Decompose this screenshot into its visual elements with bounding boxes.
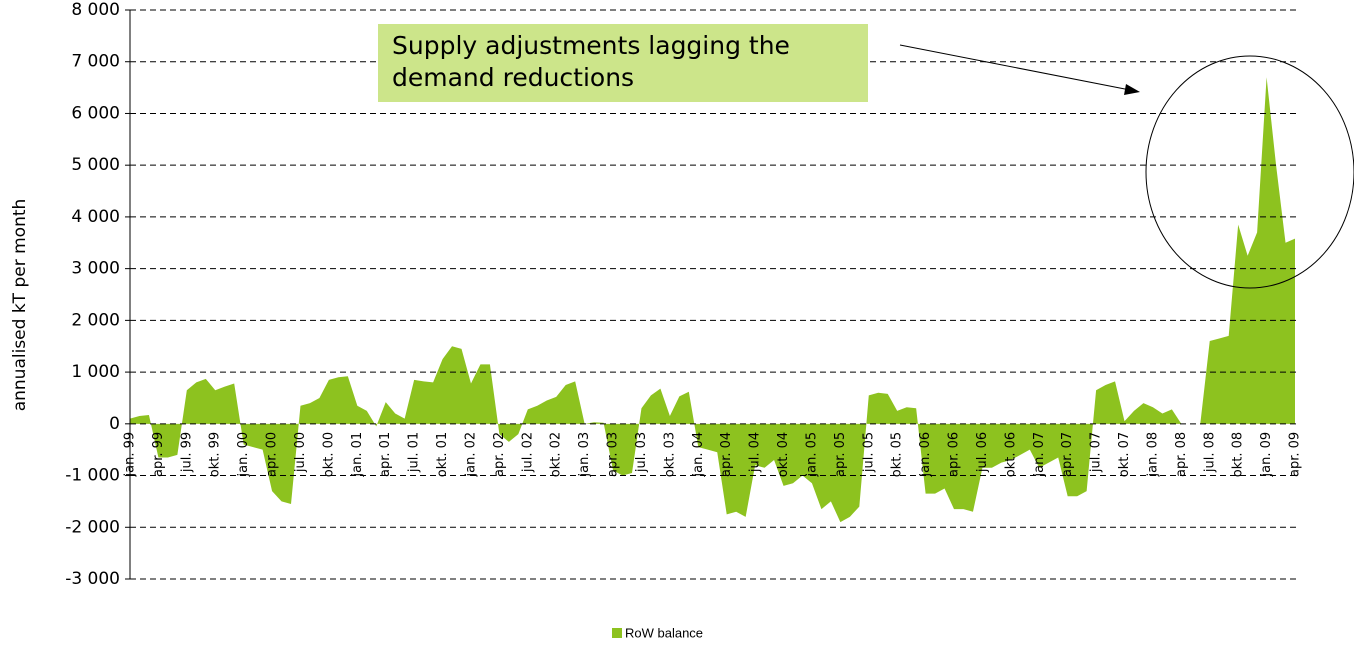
x-tick-label: jul. 02 [520,432,535,473]
x-tick-label: okt. 99 [208,432,223,477]
x-tick-label: apr. 00 [265,432,280,477]
x-tick-label: okt. 05 [890,432,905,477]
x-tick-label: jul. 00 [293,432,308,473]
x-tick-label: jan. 08 [1145,432,1160,478]
x-tick-label: okt. 06 [1003,432,1018,477]
arrow-line [899,44,1131,91]
y-tick-label: -1 000 [65,466,120,486]
x-tick-label: apr. 09 [1288,432,1303,477]
y-tick-label: 8 000 [71,0,120,20]
x-tick-label: jul. 01 [407,432,422,473]
x-tick-label: apr. 07 [1060,432,1075,477]
x-tick-label: apr. 99 [151,432,166,477]
x-tick-label: jul. 06 [975,432,990,473]
x-tick-label: apr. 04 [719,432,734,477]
x-tick-label: apr. 08 [1174,432,1189,477]
y-tick-label: 6 000 [71,103,120,123]
x-tick-label: okt. 00 [321,432,336,477]
y-tick-label: 2 000 [71,310,120,330]
y-tick-label: 3 000 [71,259,120,279]
x-tick-label: jul. 08 [1202,432,1217,473]
x-tick-label: jan. 01 [350,432,365,478]
x-tick-label: jul. 05 [861,432,876,473]
x-tick-label: okt. 07 [1117,432,1132,477]
highlight-ellipse [1145,55,1354,289]
arrow-head [1124,84,1140,95]
y-axis-title: annualised kT per month [10,199,30,412]
x-tick-label: jan. 09 [1259,432,1274,478]
y-tick-label: 1 000 [71,362,120,382]
x-tick-label: jan. 04 [691,432,706,478]
x-tick-label: okt. 03 [662,432,677,477]
annotation: Supply adjustments lagging the demand re… [378,24,868,102]
x-tick-label: apr. 05 [833,432,848,477]
legend-swatch [612,628,622,638]
x-tick-label: okt. 01 [435,432,450,477]
y-tick-label: 0 [109,414,120,434]
x-tick-label: jul. 04 [748,432,763,473]
y-tick-label: -3 000 [65,569,120,589]
x-tick-label: apr. 01 [378,432,393,477]
x-tick-label: jul. 03 [634,432,649,473]
x-tick-label: jul. 07 [1089,432,1104,473]
x-tick-label: jan. 05 [804,432,819,478]
x-tick-label: apr. 03 [606,432,621,477]
x-tick-label: jan. 99 [123,432,138,478]
x-tick-label: okt. 02 [549,432,564,477]
x-tick-label: apr. 02 [492,432,507,477]
x-tick-label: apr. 06 [947,432,962,477]
y-tick-label: 5 000 [71,155,120,175]
y-tick-label: -2 000 [65,517,120,537]
x-tick-label: jan. 06 [918,432,933,478]
x-tick-label: okt. 04 [776,432,791,477]
x-tick-label: jan. 02 [463,432,478,478]
y-tick-label: 7 000 [71,52,120,72]
x-tick-label: jan. 03 [577,432,592,478]
x-tick-label: okt. 08 [1231,432,1246,477]
y-tick-label: 4 000 [71,207,120,227]
legend-label: RoW balance [625,625,703,640]
x-tick-label: jan. 07 [1032,432,1047,478]
area [130,77,1295,523]
x-tick-label: jul. 99 [179,432,194,473]
x-tick-label: jan. 00 [236,432,251,478]
